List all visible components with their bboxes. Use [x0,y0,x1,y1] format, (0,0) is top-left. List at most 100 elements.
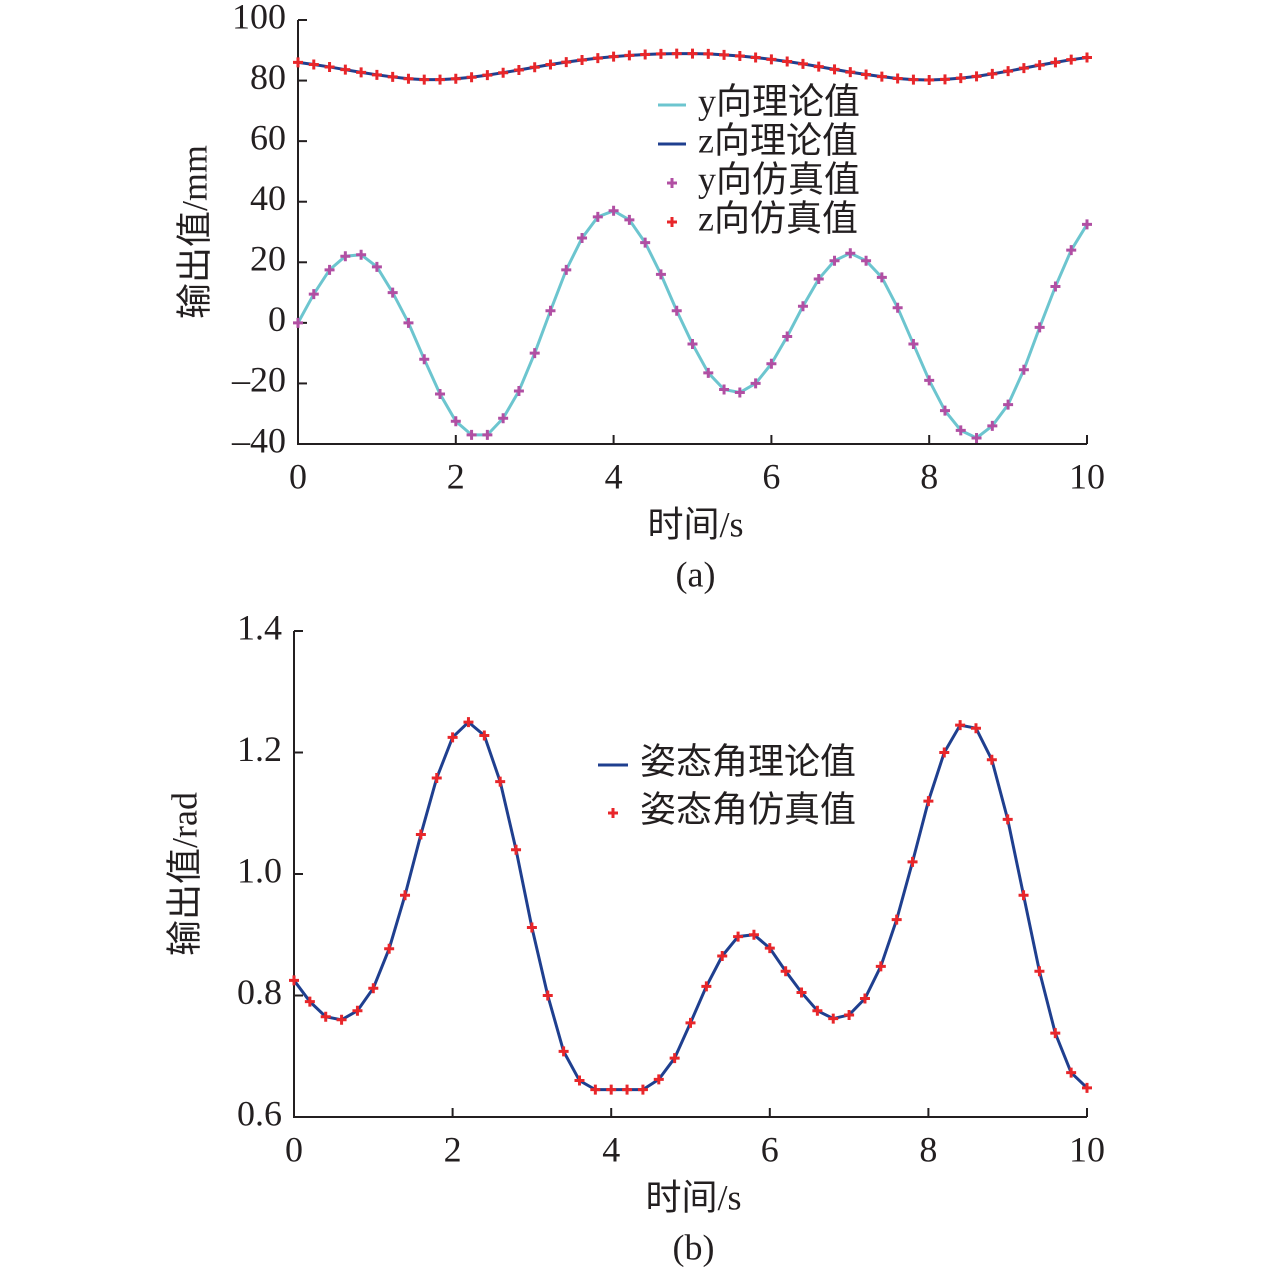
marker [419,354,430,365]
marker [955,720,966,731]
marker [813,273,824,284]
marker [892,73,903,84]
marker [387,71,398,82]
marker [701,981,712,992]
y-tick-label: –20 [231,360,286,400]
legend-label: y向理论值 [698,81,860,121]
marker [655,48,666,59]
marker [986,754,997,765]
marker [624,50,635,61]
marker [766,358,777,369]
y-tick-label: 80 [250,57,286,97]
marker [1034,322,1045,333]
marker [368,983,379,994]
marker [733,931,744,942]
marker [340,64,351,75]
marker [750,52,761,63]
marker [529,62,540,73]
marker [797,301,808,312]
marker [750,378,761,389]
marker [812,1005,823,1016]
marker [703,48,714,59]
marker [719,49,730,60]
marker [577,54,588,65]
caption: (a) [676,554,716,594]
marker [764,943,775,954]
marker [622,1084,633,1095]
legend-label: z向理论值 [698,120,858,160]
marker [640,237,651,248]
marker [545,59,556,70]
marker [987,68,998,79]
marker [1082,219,1092,230]
x-tick-label: 10 [1069,456,1105,496]
marker [545,305,556,316]
marker [987,420,998,431]
marker [356,249,367,260]
marker [653,1074,664,1085]
marker [320,1011,331,1022]
marker [371,261,382,272]
marker [844,1009,855,1020]
marker [542,990,553,1001]
marker [892,302,903,313]
marker [908,339,919,350]
marker [463,717,474,728]
marker [577,233,588,244]
marker [324,264,335,275]
y-tick-label: 1.2 [237,729,282,769]
y-axis-label: 输出值/mm [174,145,214,319]
legend-label: 姿态角仿真值 [640,789,856,829]
marker [780,966,791,977]
marker [529,348,540,359]
marker [466,429,477,440]
marker [1018,890,1029,901]
marker [876,272,887,283]
marker [511,844,522,855]
x-tick-label: 0 [289,456,307,496]
x-tick-label: 2 [447,456,465,496]
marker [447,732,458,743]
marker [608,51,619,62]
marker [590,1084,601,1095]
marker [450,73,461,84]
marker [498,67,509,78]
marker [703,367,714,378]
marker [293,57,303,68]
marker [1066,245,1077,256]
marker [845,248,856,259]
marker [828,1013,839,1024]
marker [669,1053,680,1064]
marker [829,255,840,266]
marker [558,1046,569,1057]
marker [1050,1028,1061,1039]
marker [766,54,777,65]
marker [924,375,935,386]
marker [308,59,319,70]
y-tick-label: 0.8 [237,972,282,1012]
marker [308,289,319,300]
marker [324,61,335,72]
axes [293,631,1087,1118]
marker [592,211,603,222]
marker [971,71,982,82]
x-tick-label: 2 [444,1129,462,1169]
y-tick-label: 60 [250,117,286,157]
marker [356,67,367,78]
marker [734,51,745,62]
marker [1066,1067,1077,1078]
marker [352,1005,363,1016]
marker [403,317,414,328]
legend-marker [667,178,677,188]
marker [734,387,745,398]
marker [875,961,886,972]
marker [671,48,682,59]
marker [845,67,856,78]
marker [924,74,935,85]
marker [304,996,315,1007]
marker [637,1084,648,1095]
marker [1082,1082,1092,1093]
marker [876,71,887,82]
y-tick-label: –40 [231,420,286,460]
marker [513,64,524,75]
